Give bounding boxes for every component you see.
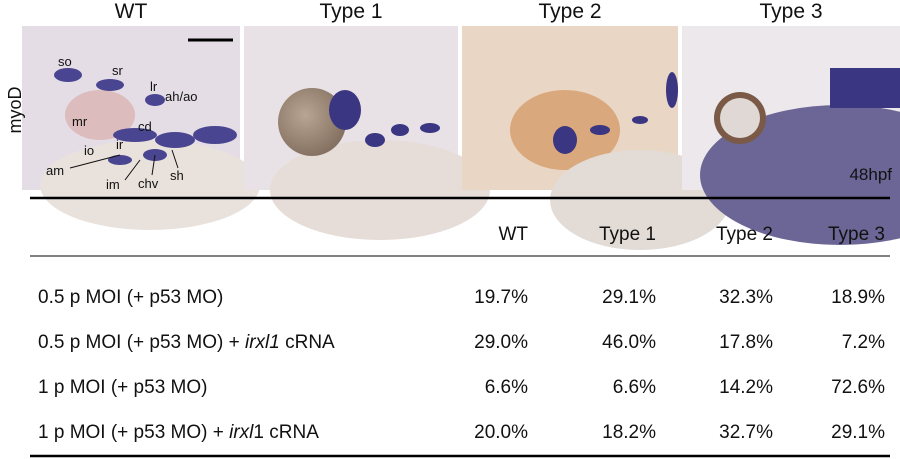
table-header: Type 2 xyxy=(716,224,773,245)
cell-value: 46.0% xyxy=(602,332,656,353)
row-label-part: 1 p MOI (+ p53 MO) + xyxy=(38,422,229,443)
row-label-part: cRNA xyxy=(280,332,335,353)
column-title: Type 2 xyxy=(538,0,601,23)
cell-value: 18.2% xyxy=(602,422,656,443)
cell-value: 20.0% xyxy=(474,422,528,443)
annotation: ir xyxy=(116,137,124,152)
annotation: mr xyxy=(72,114,88,129)
row-label: 1 p MOI (+ p53 MO) xyxy=(38,377,207,398)
row-label: 1 p MOI (+ p53 MO) + irxl1 cRNA xyxy=(38,422,319,443)
annotation: lr xyxy=(150,79,158,94)
stain xyxy=(553,72,678,154)
table-header: WT xyxy=(498,224,528,245)
table-header: Type 1 xyxy=(599,224,656,245)
cell-value: 29.1% xyxy=(602,287,656,308)
row-label-part: 1 cRNA xyxy=(253,422,319,443)
leader-lines xyxy=(69,149,179,181)
cell-value: 32.7% xyxy=(719,422,773,443)
cell-value: 72.6% xyxy=(831,377,885,398)
yolk-sac xyxy=(40,140,260,230)
cell-value: 29.1% xyxy=(831,422,885,443)
annotation: io xyxy=(84,143,94,158)
panels xyxy=(22,26,900,250)
annotation: sh xyxy=(170,168,184,183)
annotation: cd xyxy=(138,119,152,134)
cell-value: 7.2% xyxy=(842,332,885,353)
row-label: myoD xyxy=(5,86,25,133)
annotation: sr xyxy=(112,63,124,78)
annotation: im xyxy=(106,177,120,192)
annotation: chv xyxy=(138,176,159,191)
cell-value: 32.3% xyxy=(719,287,773,308)
column-title: Type 1 xyxy=(319,0,382,23)
stage-label: 48hpf xyxy=(849,165,892,184)
row-label: 0.5 p MOI (+ p53 MO) + irxl1 cRNA xyxy=(38,332,335,353)
cell-value: 14.2% xyxy=(719,377,773,398)
stain xyxy=(329,90,440,147)
stain xyxy=(830,68,900,108)
annotation: am xyxy=(46,163,64,178)
annotation: so xyxy=(58,54,72,69)
table-header: Type 3 xyxy=(828,224,885,245)
eye-inner xyxy=(720,98,760,138)
row-label-part: 0.5 p MOI (+ p53 MO) + xyxy=(38,332,245,353)
annotation: ah/ao xyxy=(165,89,198,104)
row-label-part: 0.5 p MOI (+ p53 MO) xyxy=(38,287,223,308)
cell-value: 19.7% xyxy=(474,287,528,308)
cell-value: 29.0% xyxy=(474,332,528,353)
eye xyxy=(278,88,346,156)
cell-value: 6.6% xyxy=(613,377,656,398)
eye xyxy=(65,90,135,140)
cell-value: 17.8% xyxy=(719,332,773,353)
row-label-part: irxl1 xyxy=(245,332,280,353)
cell-value: 18.9% xyxy=(831,287,885,308)
row-label: 0.5 p MOI (+ p53 MO) xyxy=(38,287,223,308)
column-title: Type 3 xyxy=(759,0,822,23)
row-label-part: 1 p MOI (+ p53 MO) xyxy=(38,377,207,398)
row-label-part: irxl xyxy=(229,422,254,443)
cell-value: 6.6% xyxy=(485,377,528,398)
yolk-sac xyxy=(270,140,490,240)
column-title: WT xyxy=(115,0,148,23)
